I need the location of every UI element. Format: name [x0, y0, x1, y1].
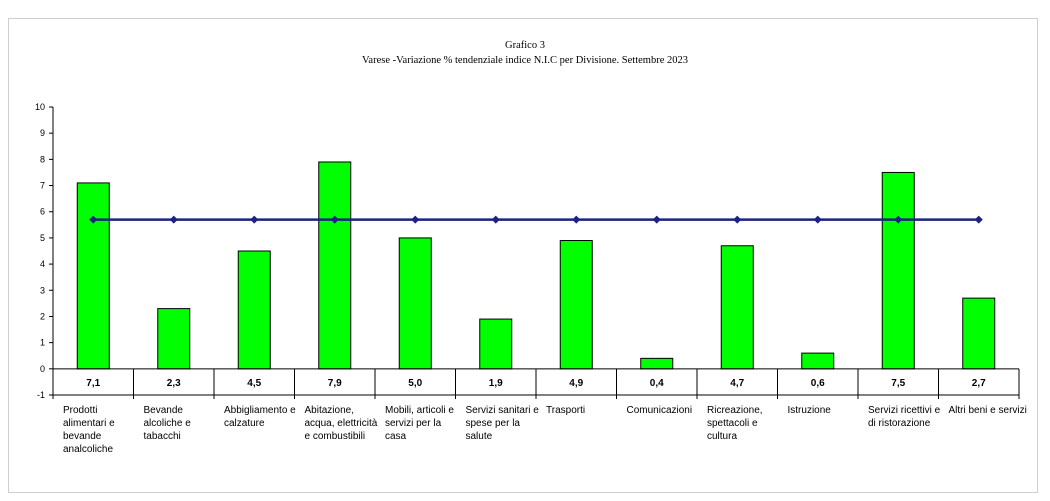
x-category-label: Istruzione: [787, 405, 831, 416]
value-label: 5,0: [408, 378, 422, 389]
y-tick-label: 9: [40, 128, 45, 138]
line-marker: [974, 215, 983, 224]
y-tick-label: -1: [37, 390, 45, 400]
x-category-label: Mobili, articoli e servizi per la casa: [385, 405, 454, 442]
x-category-label: Ricreazione, spettacoli e cultura: [707, 405, 763, 442]
chart-subtitle: Varese -Variazione % tendenziale indice …: [362, 55, 688, 66]
y-tick-label: 1: [40, 338, 45, 348]
line-marker: [813, 215, 822, 224]
x-category-label: Altri beni e servizi: [948, 405, 1027, 416]
x-category-label: Servizi ricettivi e di ristorazione: [868, 405, 941, 429]
y-tick-label: 3: [40, 285, 45, 295]
bar: [76, 182, 110, 370]
bar: [318, 161, 352, 370]
bar: [559, 240, 593, 370]
y-tick-label: 7: [40, 181, 45, 191]
x-category-label: Bevande alcoliche e tabacchi: [143, 405, 191, 442]
x-category-label: Servizi sanitari e spese per la salute: [465, 405, 539, 442]
value-label: 1,9: [489, 378, 503, 389]
value-label: 2,3: [167, 378, 181, 389]
bar: [801, 352, 835, 370]
value-label: 7,5: [891, 378, 905, 389]
y-tick-label: 0: [40, 364, 45, 374]
value-label: 4,9: [569, 378, 583, 389]
bar: [237, 250, 271, 370]
y-tick-label: 4: [40, 259, 45, 269]
line-marker: [411, 215, 420, 224]
line-marker: [652, 215, 661, 224]
value-label: 2,7: [972, 378, 986, 389]
line-marker: [894, 215, 903, 224]
line-marker: [330, 215, 339, 224]
line-marker: [250, 215, 259, 224]
y-tick-label: 6: [40, 207, 45, 217]
value-label: 4,5: [247, 378, 261, 389]
line-marker: [733, 215, 742, 224]
x-category-label: Trasporti: [546, 405, 586, 416]
value-label: 7,9: [328, 378, 342, 389]
y-tick-label: 10: [35, 102, 45, 112]
value-label: 0,6: [811, 378, 825, 389]
line-marker: [491, 215, 500, 224]
line-marker: [89, 215, 98, 224]
y-tick-label: 5: [40, 233, 45, 243]
bar: [720, 245, 754, 370]
bar: [962, 297, 996, 370]
chart-frame: [8, 18, 1038, 493]
y-tick-label: 8: [40, 154, 45, 164]
bar: [398, 237, 432, 370]
bar: [881, 171, 915, 370]
line-marker: [572, 215, 581, 224]
x-category-label: Comunicazioni: [626, 405, 693, 416]
y-tick-label: 2: [40, 311, 45, 321]
value-label: 4,7: [730, 378, 744, 389]
x-category-label: Prodotti alimentari e bevande analcolich…: [63, 405, 115, 455]
line-marker: [169, 215, 178, 224]
bar: [479, 318, 513, 370]
chart-title: Grafico 3: [505, 40, 545, 51]
bar: [157, 308, 191, 370]
bar: [640, 357, 674, 370]
x-category-label: Abitazione, acqua, elettricità e combust…: [304, 405, 378, 442]
value-label: 0,4: [650, 378, 664, 389]
x-category-label: Abbigliamento e calzature: [224, 405, 296, 429]
value-label: 7,1: [86, 378, 100, 389]
